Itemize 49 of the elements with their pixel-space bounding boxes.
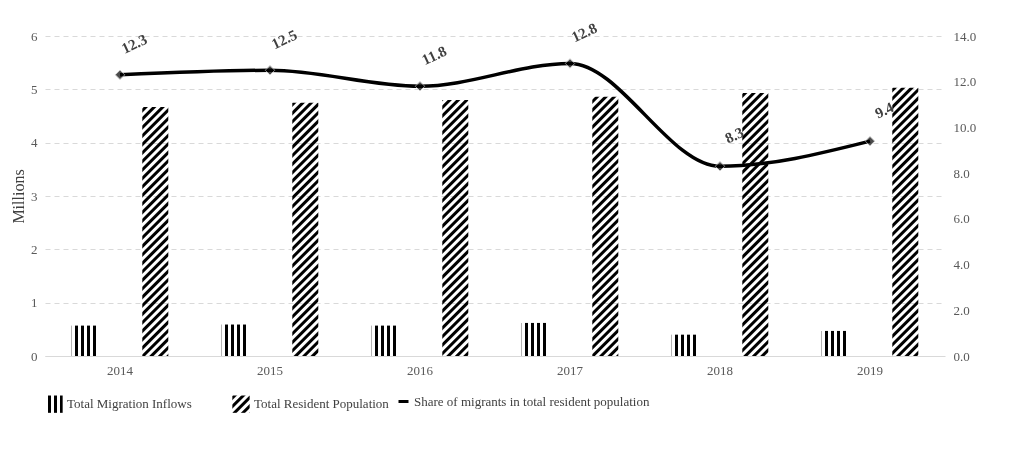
y2-tick-label: 0.0 [953,348,970,364]
bar [742,93,769,356]
bar [142,106,169,356]
point [564,58,576,69]
legend-label: Share of migrants in total resident population [414,393,650,409]
y-tick-label: 0 [31,348,38,364]
bar [592,96,619,356]
y-tick-label: 1 [31,295,38,311]
y2-tick-label: 10.0 [953,119,977,135]
x-tick-label: 2015 [257,362,283,378]
y2-tick-label: 4.0 [953,257,970,273]
bar [821,330,848,356]
y-tick-label: 2 [31,241,38,257]
y-tick-label: 3 [31,188,38,204]
x-tick-label: 2019 [857,362,883,378]
x-tick-label: 2016 [407,362,434,378]
point [414,81,426,92]
data-label: 12.8 [568,19,600,46]
y2-tick-label: 14.0 [953,28,977,44]
x-tick-label: 2017 [557,362,584,378]
bar [71,325,98,356]
legend-label: Total Resident Population [254,396,390,412]
y2-tick-label: 8.0 [953,165,970,181]
bar [371,325,398,356]
x-tick-label: 2018 [707,362,733,378]
point [864,135,876,147]
data-label: 9.4 [872,98,897,122]
bar [521,322,548,356]
legend-label: Total Migration Inflows [67,396,192,412]
bar [892,87,919,356]
y-tick-label: 5 [31,81,38,97]
y-tick-label: 6 [31,28,38,44]
data-label: 12.3 [118,31,150,57]
point [264,65,276,76]
data-label: 12.5 [268,26,300,53]
bar [442,100,469,356]
point [114,69,126,81]
y2-tick-label: 12.0 [953,74,977,90]
y2-tick-label: 6.0 [953,211,970,227]
data-label: 11.8 [419,42,450,68]
bar [671,334,698,356]
bar [292,102,319,356]
point [714,161,726,172]
y-tick-label: 4 [31,135,38,151]
data-label: 8.3 [722,124,747,147]
y2-tick-label: 2.0 [953,302,970,318]
bar [221,324,248,356]
x-tick-label: 2014 [107,362,134,378]
y-axis-title: Millions [10,169,27,224]
